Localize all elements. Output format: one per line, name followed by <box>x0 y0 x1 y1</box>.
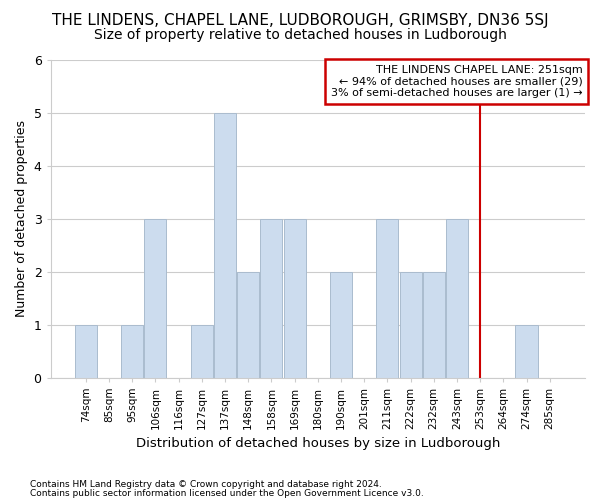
Text: THE LINDENS CHAPEL LANE: 251sqm
← 94% of detached houses are smaller (29)
3% of : THE LINDENS CHAPEL LANE: 251sqm ← 94% of… <box>331 65 583 98</box>
Bar <box>400 272 422 378</box>
Text: Contains HM Land Registry data © Crown copyright and database right 2024.: Contains HM Land Registry data © Crown c… <box>30 480 382 489</box>
Bar <box>191 324 213 378</box>
Text: Contains public sector information licensed under the Open Government Licence v3: Contains public sector information licen… <box>30 488 424 498</box>
Bar <box>260 219 283 378</box>
Bar <box>330 272 352 378</box>
Bar <box>214 113 236 378</box>
Bar <box>423 272 445 378</box>
Bar <box>121 324 143 378</box>
X-axis label: Distribution of detached houses by size in Ludborough: Distribution of detached houses by size … <box>136 437 500 450</box>
Y-axis label: Number of detached properties: Number of detached properties <box>15 120 28 318</box>
Bar <box>237 272 259 378</box>
Text: THE LINDENS, CHAPEL LANE, LUDBOROUGH, GRIMSBY, DN36 5SJ: THE LINDENS, CHAPEL LANE, LUDBOROUGH, GR… <box>52 12 548 28</box>
Bar <box>145 219 166 378</box>
Bar <box>284 219 305 378</box>
Bar <box>376 219 398 378</box>
Bar <box>446 219 468 378</box>
Text: Size of property relative to detached houses in Ludborough: Size of property relative to detached ho… <box>94 28 506 42</box>
Bar <box>515 324 538 378</box>
Bar <box>75 324 97 378</box>
